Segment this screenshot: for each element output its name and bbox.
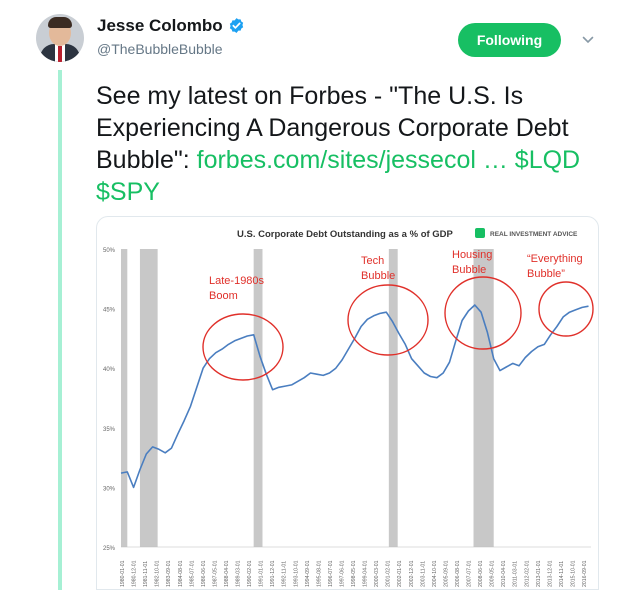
verified-badge-icon — [229, 18, 244, 33]
annotation-label: Housing — [452, 249, 492, 261]
x-tick-label: 1991-01-01 — [259, 560, 265, 587]
x-tick-label: 2002-01-01 — [397, 560, 403, 587]
x-tick-label: 2000-03-01 — [374, 560, 380, 587]
annotation-label: Bubble — [452, 264, 486, 276]
author-name[interactable]: Jesse Colombo — [97, 16, 223, 35]
x-tick-label: 2014-11-01 — [559, 561, 565, 587]
y-tick-label: 25% — [103, 546, 116, 552]
y-tick-label: 35% — [103, 427, 116, 433]
tweet-media-chart[interactable]: U.S. Corporate Debt Outstanding as a % o… — [96, 216, 599, 590]
x-tick-label: 2008-06-01 — [478, 560, 484, 587]
x-tick-label: 1980-12-01 — [132, 560, 138, 587]
x-tick-label: 1980-01-01 — [120, 560, 126, 587]
annotation-label: Late-1980s — [209, 275, 265, 287]
y-tick-label: 50% — [103, 248, 116, 254]
x-tick-label: 1988-04-01 — [224, 560, 230, 587]
x-tick-label: 1995-08-01 — [316, 560, 322, 587]
recession-band — [473, 249, 494, 547]
y-tick-label: 40% — [103, 367, 116, 373]
chart-title: U.S. Corporate Debt Outstanding as a % o… — [237, 229, 454, 240]
brand-name: REAL INVESTMENT ADVICE — [490, 231, 578, 238]
x-tick-label: 2015-10-01 — [570, 560, 576, 587]
debt-chart: U.S. Corporate Debt Outstanding as a % o… — [103, 228, 594, 587]
annotation-circle — [202, 313, 284, 381]
article-link[interactable]: forbes.com/sites/jessecol … — [196, 146, 508, 174]
x-tick-label: 1992-11-01 — [282, 561, 288, 587]
x-tick-label: 1984-08-01 — [178, 560, 184, 587]
annotation-circle — [347, 284, 429, 356]
x-tick-label: 2016-09-01 — [582, 560, 588, 587]
x-tick-label: 2013-01-01 — [536, 560, 542, 587]
x-tick-label: 1983-09-01 — [166, 560, 172, 587]
x-tick-label: 2004-10-01 — [432, 560, 438, 587]
y-tick-label: 30% — [103, 486, 116, 492]
x-tick-label: 2013-12-01 — [547, 560, 553, 587]
annotation-circle — [538, 281, 594, 337]
x-tick-label: 1989-03-01 — [236, 560, 242, 587]
recession-band — [388, 249, 398, 547]
tweet-text: See my latest on Forbes - "The U.S. Is E… — [96, 80, 616, 208]
x-tick-label: 2002-12-01 — [409, 560, 415, 587]
tweet-body: See my latest on Forbes - "The U.S. Is E… — [96, 82, 569, 174]
annotation-label: Tech — [361, 255, 384, 267]
x-tick-label: 1982-10-01 — [155, 560, 161, 587]
annotation-circle — [444, 276, 522, 350]
annotation-label: “Everything — [527, 253, 583, 265]
series-line — [120, 304, 589, 489]
x-tick-label: 2003-11-01 — [420, 561, 426, 587]
recession-band — [253, 249, 263, 547]
thread-line — [58, 70, 62, 590]
x-tick-label: 1997-06-01 — [339, 560, 345, 587]
author-handle[interactable]: @TheBubbleBubble — [97, 41, 223, 57]
x-tick-label: 2007-07-01 — [467, 560, 473, 587]
cashtags-link[interactable]: $LQD $SPY — [96, 146, 581, 206]
chevron-down-icon[interactable] — [582, 34, 594, 46]
brand-logo — [475, 228, 485, 238]
x-tick-label: 2001-02-01 — [386, 560, 392, 587]
x-tick-label: 2011-03-01 — [513, 561, 519, 587]
x-tick-label: 1999-04-01 — [363, 560, 369, 587]
x-tick-label: 1998-05-01 — [351, 560, 357, 587]
x-tick-label: 2009-05-01 — [490, 560, 496, 587]
x-tick-label: 1994-09-01 — [305, 560, 311, 587]
x-tick-label: 1987-05-01 — [212, 560, 218, 587]
x-tick-label: 1991-12-01 — [270, 560, 276, 587]
x-tick-label: 1986-06-01 — [201, 560, 207, 587]
annotation-label: Bubble — [361, 270, 395, 282]
x-tick-label: 1981-11-01 — [143, 561, 149, 587]
x-tick-label: 2010-04-01 — [501, 560, 507, 587]
x-tick-label: 2006-08-01 — [455, 560, 461, 587]
x-tick-label: 2012-02-01 — [524, 560, 530, 587]
recession-band — [121, 249, 128, 547]
following-button[interactable]: Following — [458, 23, 561, 57]
y-tick-label: 45% — [103, 308, 116, 314]
x-tick-label: 1993-10-01 — [293, 560, 299, 587]
x-tick-label: 1990-02-01 — [247, 560, 253, 587]
x-tick-label: 2005-09-01 — [443, 560, 449, 587]
annotation-label: Boom — [209, 290, 238, 302]
x-tick-label: 1996-07-01 — [328, 560, 334, 587]
recession-band — [139, 249, 158, 547]
avatar[interactable] — [36, 14, 84, 62]
annotation-label: Bubble” — [527, 268, 565, 280]
x-tick-label: 1985-07-01 — [189, 560, 195, 587]
